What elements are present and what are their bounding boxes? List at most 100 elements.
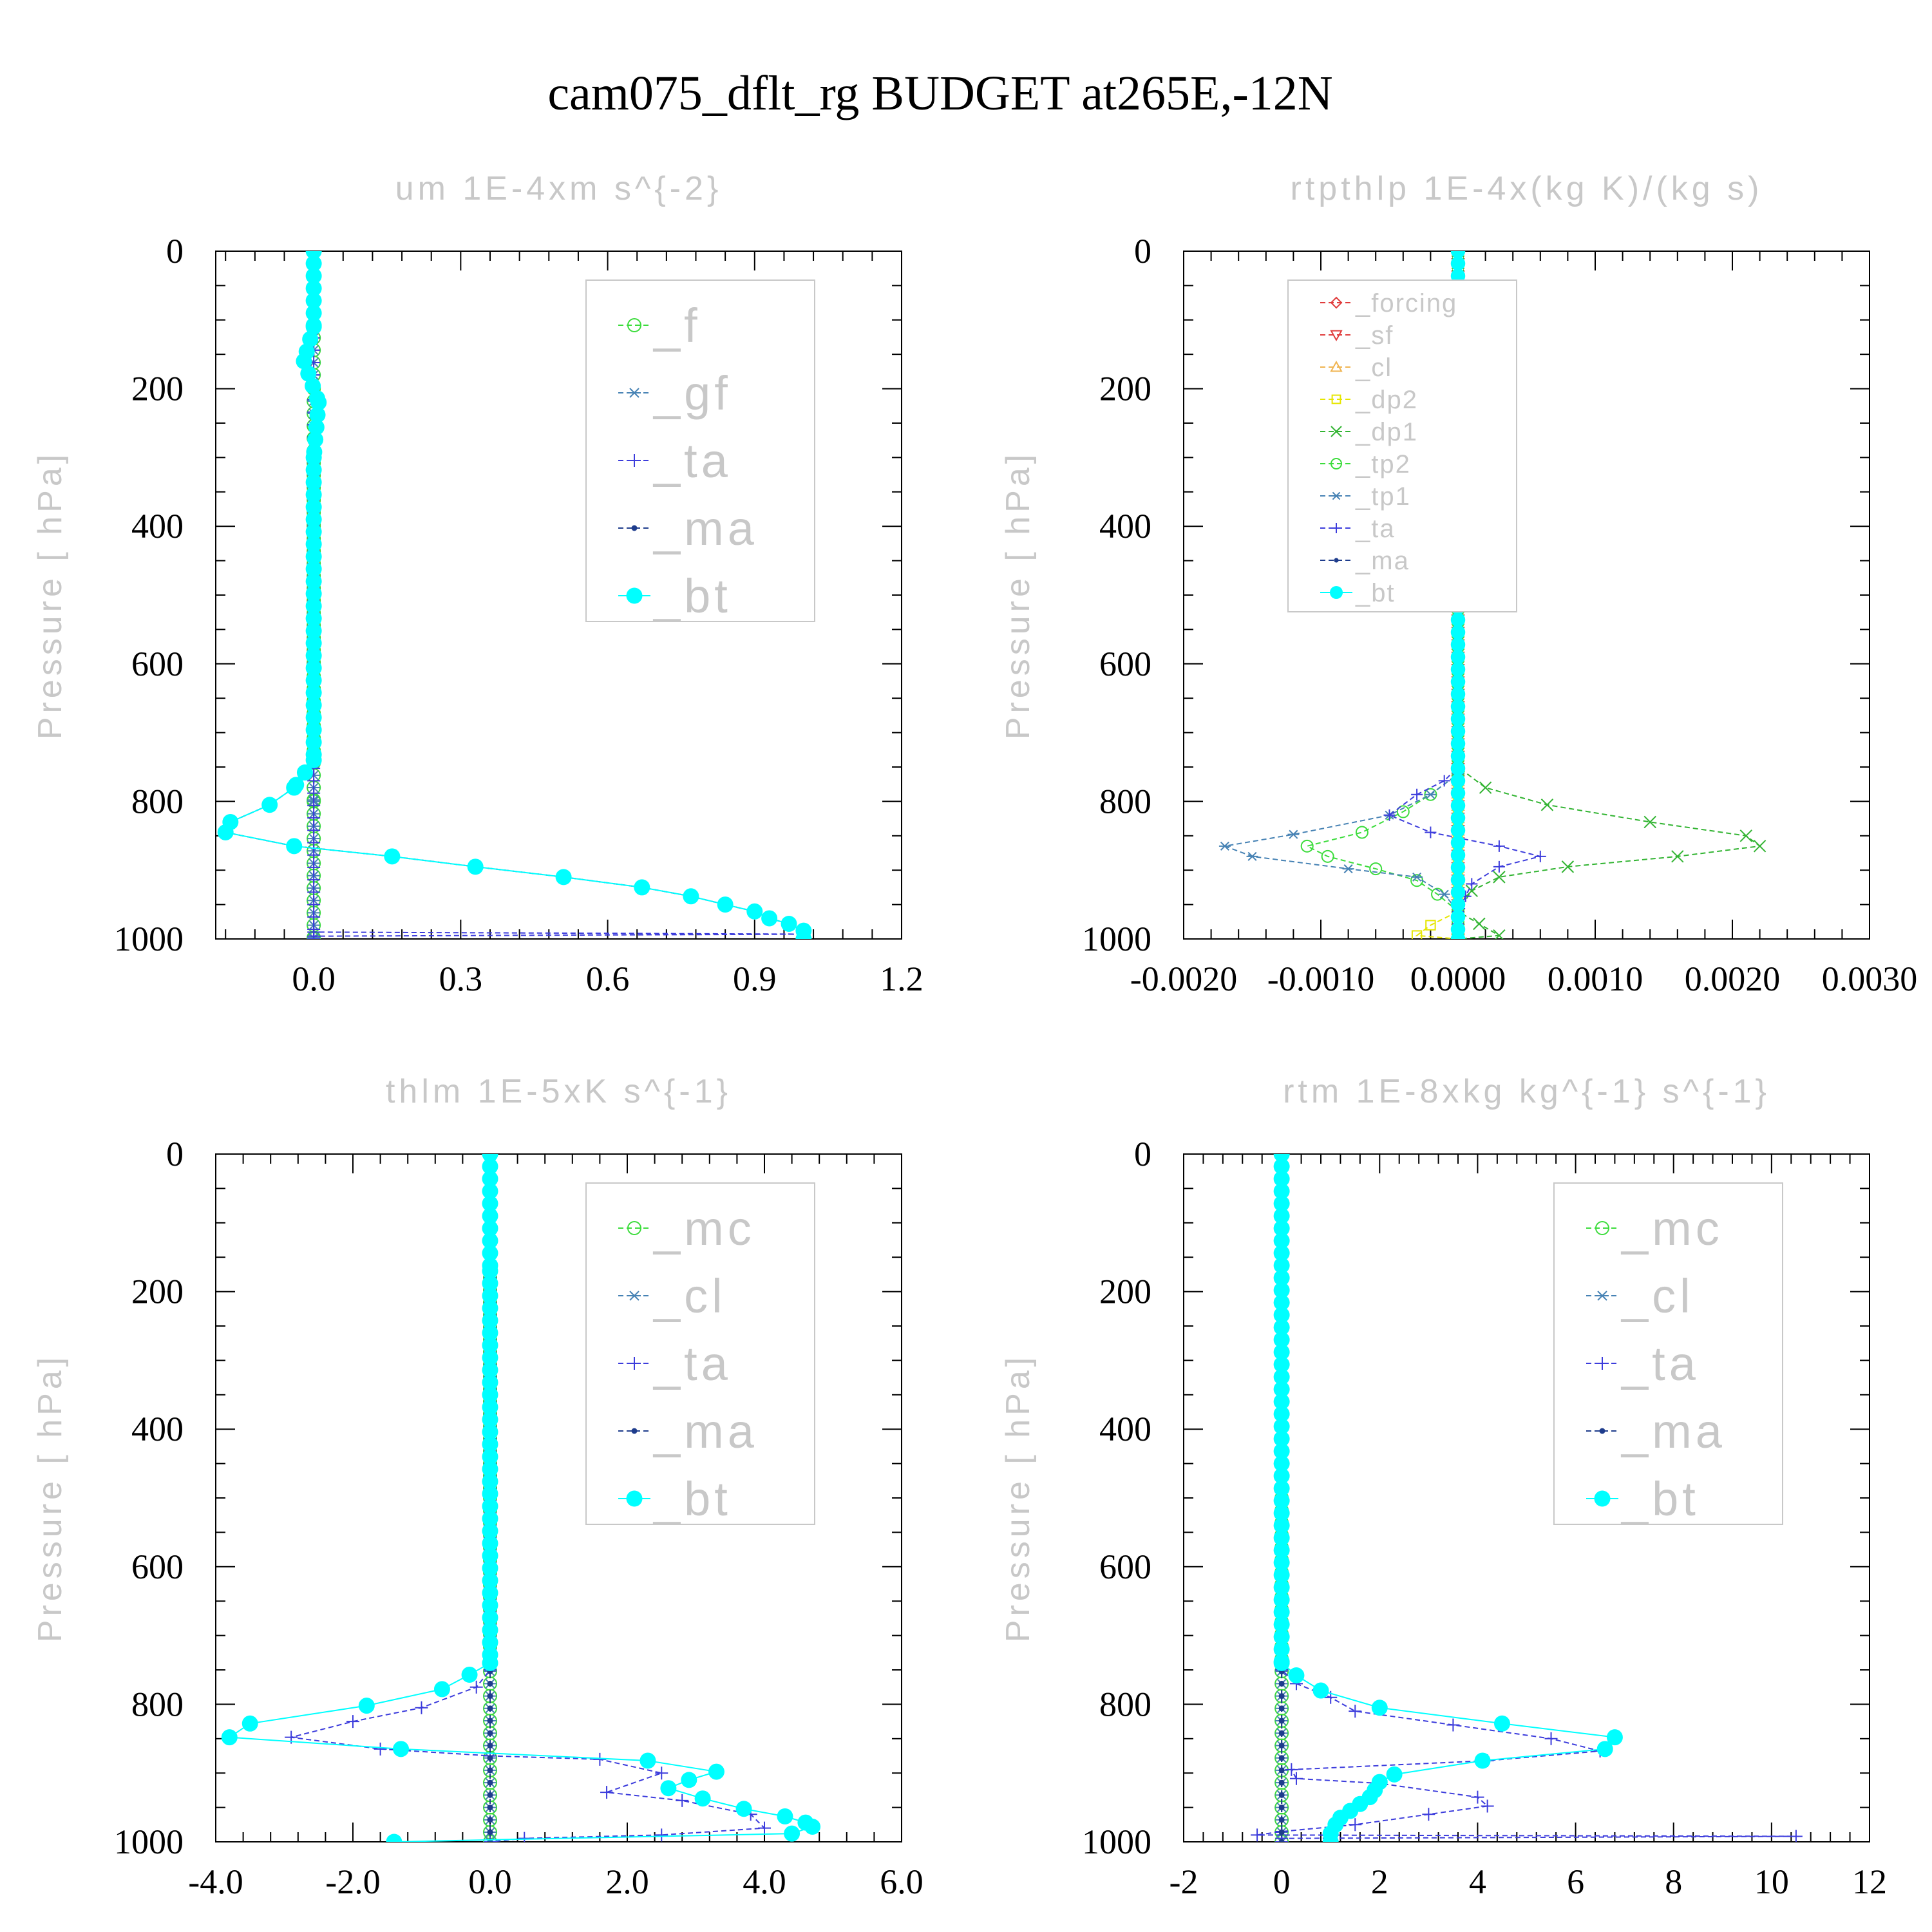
data-point bbox=[482, 1522, 498, 1539]
x-tick-label: 0.0 bbox=[292, 960, 336, 998]
data-point bbox=[777, 1808, 793, 1824]
data-point bbox=[1273, 1517, 1290, 1534]
y-tick-label: 600 bbox=[1099, 645, 1151, 683]
data-point bbox=[735, 1801, 752, 1817]
data-point bbox=[639, 1752, 656, 1769]
data-point bbox=[305, 709, 322, 726]
data-point bbox=[1411, 788, 1423, 800]
data-point bbox=[1596, 1741, 1613, 1757]
data-point bbox=[305, 498, 322, 515]
data-point bbox=[482, 1387, 498, 1403]
x-tick-label: 2.0 bbox=[605, 1862, 649, 1901]
data-point bbox=[308, 390, 325, 407]
data-point bbox=[1278, 1817, 1285, 1823]
legend: _forcing _sf _cl _dp2 _dp1 _tp2 _tp1 _ta _ma _bt bbox=[1287, 279, 1517, 612]
data-point bbox=[1273, 1183, 1290, 1200]
data-point bbox=[1273, 1269, 1290, 1286]
data-point bbox=[1278, 1718, 1285, 1724]
data-point bbox=[1273, 1418, 1290, 1435]
y-axis-label: Pressure [ hPa] bbox=[32, 451, 69, 739]
legend-marker bbox=[631, 1428, 638, 1434]
data-point bbox=[288, 777, 305, 793]
legend-entry: _cl bbox=[1320, 354, 1391, 382]
series-markers-bt bbox=[221, 1154, 821, 1842]
series-markers-bt bbox=[217, 251, 812, 939]
legend-label: _bt bbox=[652, 569, 732, 623]
data-point bbox=[1300, 839, 1314, 853]
data-point bbox=[1450, 860, 1466, 875]
data-point bbox=[307, 898, 321, 911]
legend-entry: _dp1 bbox=[1320, 418, 1417, 446]
data-point bbox=[1493, 1715, 1510, 1732]
data-point bbox=[1251, 1828, 1264, 1842]
data-point bbox=[300, 365, 317, 382]
data-point bbox=[482, 1560, 498, 1577]
series-line-tp2 bbox=[1305, 251, 1459, 939]
legend-label: _dp2 bbox=[1355, 386, 1418, 414]
data-point bbox=[681, 1772, 697, 1788]
panel-title: thlm 1E-5xK s^{-1} bbox=[386, 1073, 732, 1110]
legend-entry: _dp2 bbox=[1320, 386, 1418, 414]
data-point bbox=[305, 511, 322, 528]
legend-label: _tp1 bbox=[1355, 482, 1411, 511]
data-point bbox=[1218, 841, 1231, 851]
data-point bbox=[482, 1622, 498, 1638]
data-point bbox=[1561, 860, 1575, 873]
data-point bbox=[1273, 1307, 1290, 1323]
data-point bbox=[484, 1837, 497, 1842]
legend-entry: _tp1 bbox=[1320, 482, 1411, 511]
y-tick-label: 600 bbox=[131, 1548, 184, 1586]
chart-panel-3: thlm 1E-5xK s^{-1} Pressure [ hPa] 0 200 400… bbox=[32, 1073, 923, 1901]
legend-marker bbox=[1331, 426, 1342, 437]
data-point bbox=[309, 406, 326, 423]
data-point bbox=[346, 1715, 359, 1728]
legend-entry: _ta bbox=[618, 1337, 728, 1390]
data-point bbox=[305, 659, 322, 676]
data-point bbox=[1273, 1393, 1290, 1410]
data-point bbox=[1278, 1779, 1285, 1786]
data-point bbox=[305, 635, 322, 652]
data-point bbox=[305, 462, 322, 478]
data-point bbox=[1273, 1294, 1290, 1311]
legend-label: _mc bbox=[652, 1202, 755, 1255]
data-point bbox=[487, 1742, 493, 1748]
data-point bbox=[676, 1794, 689, 1807]
x-tick-label: 2 bbox=[1371, 1862, 1388, 1901]
data-point bbox=[1273, 1282, 1290, 1298]
data-point bbox=[307, 910, 321, 923]
data-point bbox=[1450, 687, 1466, 702]
series-line-ta bbox=[1256, 1154, 1796, 1842]
data-point bbox=[1450, 909, 1466, 925]
legend-label: _tp2 bbox=[1355, 450, 1411, 478]
data-point bbox=[1278, 1705, 1285, 1712]
x-tick-label: -2 bbox=[1170, 1862, 1198, 1901]
legend-marker bbox=[1330, 586, 1343, 599]
data-point bbox=[1450, 823, 1466, 838]
legend-label: _ma bbox=[652, 1405, 758, 1458]
data-point bbox=[758, 1821, 771, 1835]
data-point bbox=[1278, 1804, 1285, 1811]
data-point bbox=[1450, 835, 1466, 850]
panel-title: um 1E-4xm s^{-2} bbox=[395, 170, 723, 207]
data-point bbox=[1450, 885, 1466, 900]
data-point bbox=[555, 869, 572, 886]
legend-box bbox=[585, 1182, 815, 1525]
data-point bbox=[482, 1349, 498, 1366]
data-point bbox=[307, 811, 321, 825]
data-point bbox=[487, 1730, 493, 1736]
series-layer bbox=[217, 251, 812, 939]
series-layer bbox=[221, 1154, 821, 1842]
data-point bbox=[1474, 1752, 1491, 1769]
data-point bbox=[1273, 1604, 1290, 1620]
panels: um 1E-4xm s^{-2}Pressure [ hPa]020040060… bbox=[32, 170, 1917, 1901]
legend-label: _bt bbox=[1355, 579, 1396, 607]
data-point bbox=[1411, 930, 1423, 939]
legend-entry: _tp2 bbox=[1320, 450, 1411, 478]
data-point bbox=[482, 1374, 498, 1391]
data-point bbox=[1493, 840, 1505, 852]
legend-label: _cl bbox=[1620, 1269, 1694, 1323]
page-title: cam075_dflt_rg BUDGET at265E,-12N bbox=[547, 66, 1332, 120]
legend-marker bbox=[1596, 1357, 1609, 1370]
legend-marker bbox=[626, 587, 643, 604]
data-point bbox=[1321, 849, 1334, 863]
